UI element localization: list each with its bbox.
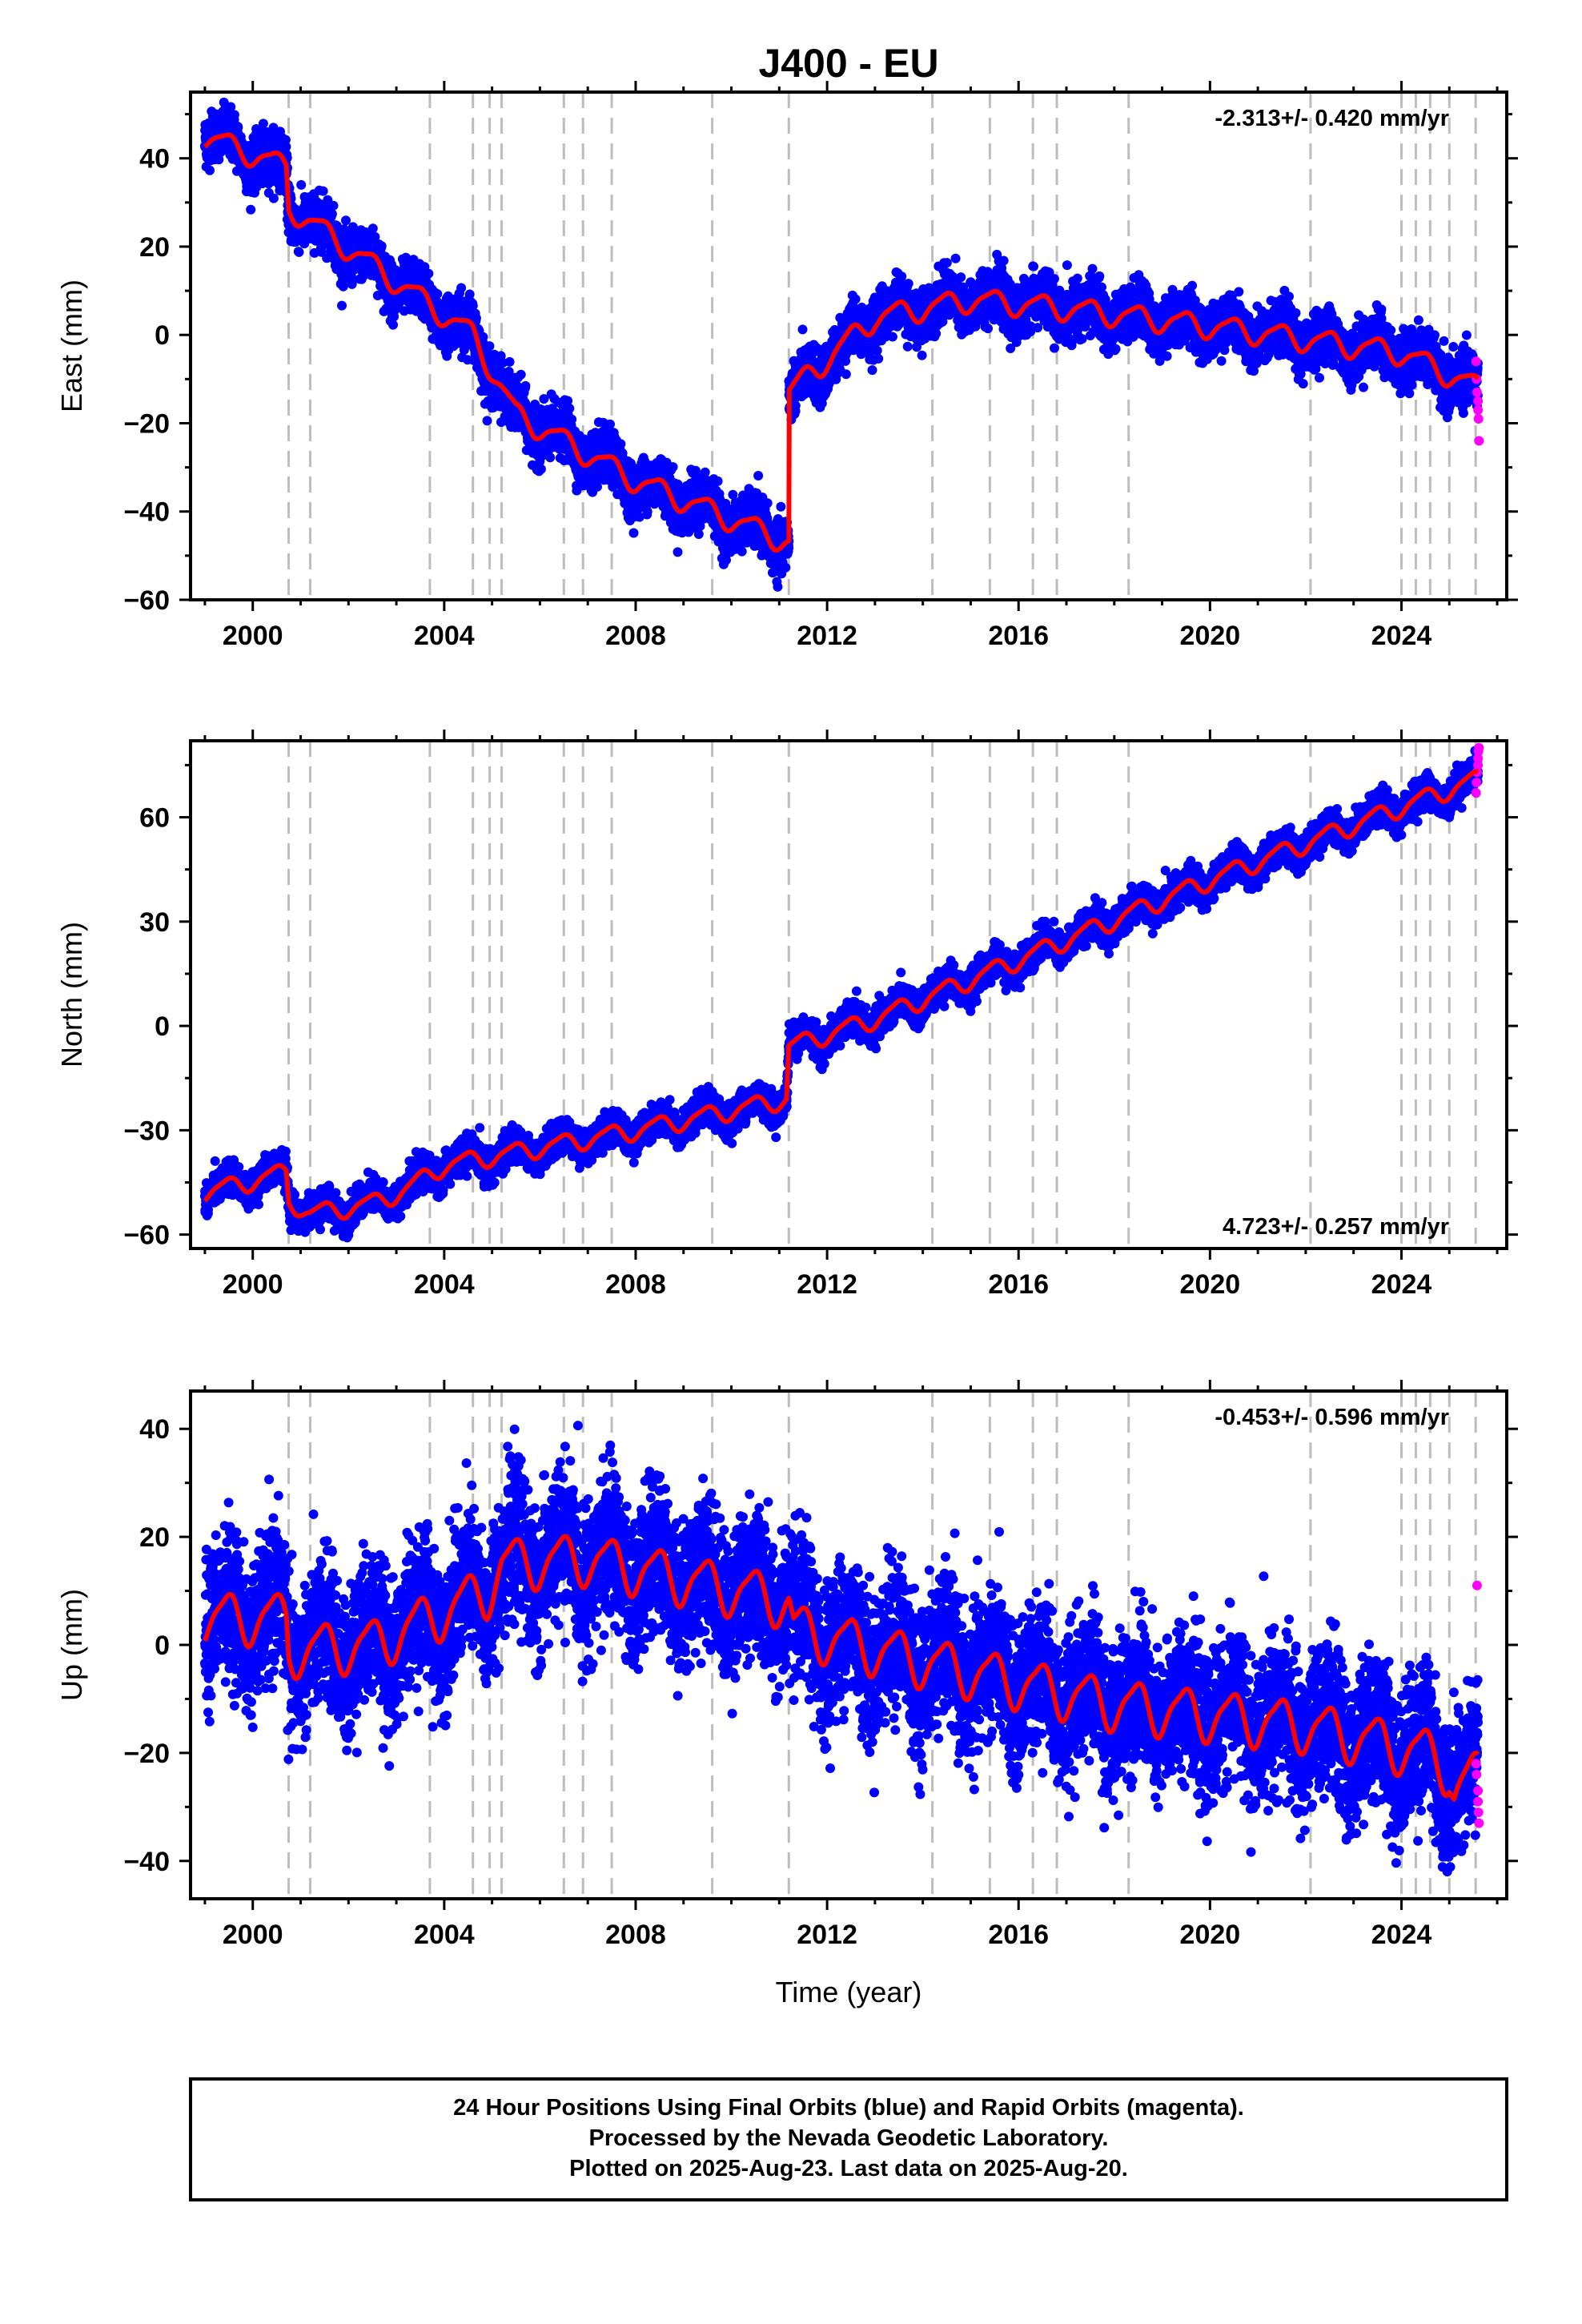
footer-line-3: Plotted on 2025-Aug-23. Last data on 202… (569, 2156, 1128, 2181)
x-axis-label: Time (year) (776, 1976, 922, 2008)
north-x-tick-label: 2008 (605, 1269, 666, 1300)
up-rapid-orbit-point (1472, 1769, 1482, 1779)
up-rapid-orbit-point (1472, 1580, 1482, 1590)
north-x-tick-label: 2012 (797, 1269, 857, 1300)
up-x-tick-label: 2016 (988, 1920, 1049, 1950)
up-y-tick-label: −20 (123, 1739, 170, 1769)
north-final-orbit-points (199, 746, 1484, 1243)
east-y-tick-label: 0 (155, 320, 170, 351)
east-rapid-orbit-point (1472, 387, 1482, 397)
east-frame (189, 90, 1508, 601)
north-y-tick-label: 60 (139, 803, 170, 834)
north-y-tick-label: 0 (155, 1011, 170, 1042)
east-panel: 2000 2004 2008 2012 2016 2020 2024 −60 −40 −20 0 20… (55, 81, 1518, 651)
east-y-tick-label: 20 (139, 232, 170, 263)
east-x-tick-label: 2004 (414, 621, 475, 651)
east-x-tick-label: 2008 (605, 621, 666, 651)
east-rate-label: -2.313+/- 0.420 mm/yr (1215, 106, 1449, 131)
east-x-tick-label: 2024 (1371, 621, 1432, 651)
east-rapid-orbit-point (1473, 404, 1484, 415)
up-rapid-orbit-point (1473, 1786, 1484, 1796)
east-rapid-orbit-point (1473, 396, 1484, 406)
up-model-line (203, 1534, 1480, 1802)
footer-line-1: 24 Hour Positions Using Final Orbits (bl… (453, 2095, 1244, 2121)
north-y-tick-label: −30 (123, 1116, 170, 1146)
up-x-tick-label: 2008 (605, 1920, 666, 1950)
up-panel: 2000 2004 2008 2012 2016 2020 2024 −40 −20 0 20 40 U… (55, 1380, 1518, 1950)
up-x-tick-label: 2004 (414, 1920, 475, 1950)
up-y-axis-label: Up (mm) (55, 1589, 88, 1701)
east-plot-area (199, 97, 1484, 592)
north-plot-area (199, 742, 1484, 1243)
north-x-tick-label: 2004 (414, 1269, 475, 1300)
up-rapid-orbit-point (1473, 1807, 1484, 1818)
up-x-tick-label: 2012 (797, 1920, 857, 1950)
north-y-axis-label: North (mm) (55, 922, 88, 1068)
east-x-tick-label: 2020 (1180, 621, 1241, 651)
up-rapid-orbit-point (1474, 1818, 1484, 1828)
up-y-tick-label: 40 (139, 1414, 170, 1445)
up-x-tick-label: 2000 (223, 1920, 283, 1950)
up-rate-label: -0.453+/- 0.596 mm/yr (1215, 1405, 1449, 1430)
east-y-axis-label: East (mm) (55, 279, 88, 412)
east-y-tick-label: −40 (123, 497, 170, 528)
east-y-tick-label: −20 (123, 408, 170, 439)
east-y-tick-label: 40 (139, 144, 170, 175)
footer-frame (189, 2077, 1508, 2201)
north-y-tick-label: 30 (139, 907, 170, 938)
up-rapid-orbit-point (1473, 1796, 1484, 1807)
north-model-line (203, 769, 1480, 1221)
up-x-tick-label: 2020 (1180, 1920, 1241, 1950)
east-rapid-orbit-point (1473, 413, 1484, 424)
north-x-tick-label: 2020 (1180, 1269, 1241, 1300)
footer-box: 24 Hour Positions Using Final Orbits (bl… (189, 2077, 1508, 2201)
up-y-tick-label: −40 (123, 1847, 170, 1877)
north-x-tick-label: 2016 (988, 1269, 1049, 1300)
east-rapid-orbit-point (1471, 356, 1481, 367)
east-x-tick-label: 2000 (223, 621, 283, 651)
up-y-tick-label: 20 (139, 1522, 170, 1553)
up-y-tick-label: 0 (155, 1630, 170, 1661)
north-rapid-orbit-point (1473, 760, 1484, 770)
east-x-tick-label: 2012 (797, 621, 857, 651)
north-rapid-orbit-point (1474, 742, 1484, 753)
up-final-orbit-points (199, 1421, 1484, 1877)
east-x-tick-label: 2016 (988, 621, 1049, 651)
north-rapid-orbit-point (1472, 778, 1482, 788)
north-rate-label: 4.723+/- 0.257 mm/yr (1223, 1214, 1449, 1240)
up-x-tick-label: 2024 (1371, 1920, 1432, 1950)
footer-line-2: Processed by the Nevada Geodetic Laborat… (589, 2125, 1109, 2151)
east-rapid-orbit-point (1474, 436, 1484, 446)
north-panel: 2000 2004 2008 2012 2016 2020 2024 −60 −30 0 30 60 N… (55, 730, 1518, 1300)
figure-title: J400 - EU (758, 41, 938, 86)
up-plot-area (199, 1421, 1484, 1877)
north-rapid-orbit-point (1471, 788, 1481, 798)
east-model-line (203, 132, 1480, 553)
north-x-tick-label: 2024 (1371, 1269, 1432, 1300)
north-frame (189, 739, 1508, 1250)
east-y-tick-label: −60 (123, 585, 170, 616)
north-y-tick-label: −60 (123, 1220, 170, 1251)
north-rapid-orbit-point (1473, 753, 1484, 763)
north-x-tick-label: 2000 (223, 1269, 283, 1300)
up-rapid-orbit-point (1471, 1759, 1481, 1769)
